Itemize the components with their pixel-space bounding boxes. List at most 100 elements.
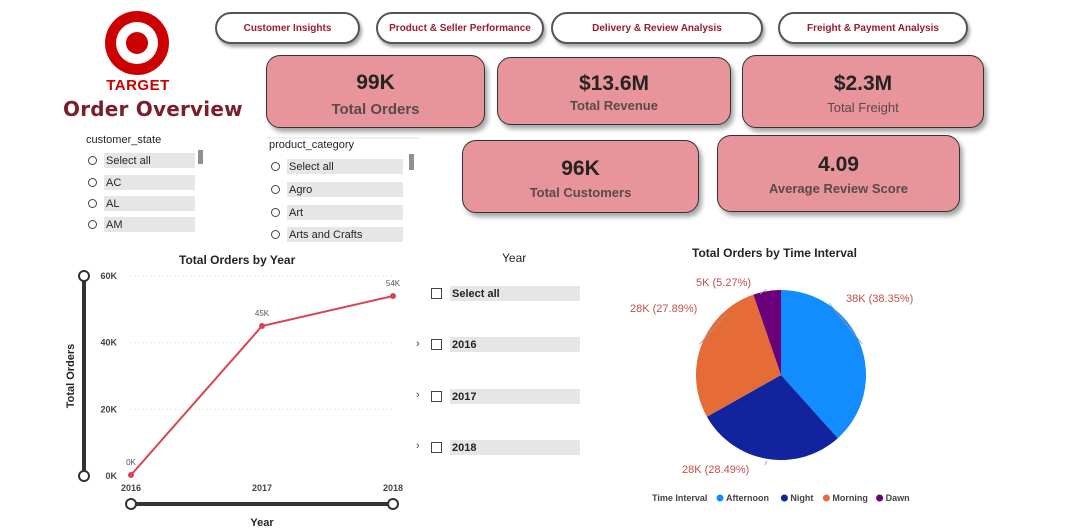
nav-freight-payment-button[interactable]: Freight & Payment Analysis xyxy=(778,12,968,44)
target-logo xyxy=(105,11,169,75)
data-label: 45K xyxy=(255,309,270,318)
customer-state-slicer-title: customer_state xyxy=(86,134,162,146)
slicer-option[interactable]: Select all xyxy=(88,153,195,168)
year-option-label: 2018 xyxy=(450,440,580,455)
kpi-label: Total Customers xyxy=(529,185,632,200)
slice-data-label: 28K (28.49%) xyxy=(682,464,749,476)
year-option-label: 2016 xyxy=(450,337,580,352)
kpi-total-orders: 99K Total Orders xyxy=(266,55,485,128)
slicer-option[interactable]: AC xyxy=(88,175,195,190)
year-option-label: Select all xyxy=(450,286,580,301)
kpi-average-review-score: 4.09 Average Review Score xyxy=(717,135,960,212)
legend-marker xyxy=(876,494,884,502)
y-tick-label: 40K xyxy=(100,338,117,348)
radio-button[interactable] xyxy=(271,230,280,239)
leader-line xyxy=(759,288,767,295)
kpi-label: Total Revenue xyxy=(570,98,658,113)
legend-entry: Afternoon xyxy=(726,493,769,503)
pie-chart: 38K (38.35%) 28K (28.49%) 28K (27.89%) 5K (… xyxy=(630,277,913,503)
slicer-option-label: Select all xyxy=(104,153,195,168)
slicer-option[interactable]: Arts and Crafts xyxy=(271,227,403,242)
slicer-option-label: Select all xyxy=(287,159,403,174)
nav-product-seller-button[interactable]: Product & Seller Performance xyxy=(376,12,544,44)
customer-state-scrollbar[interactable] xyxy=(198,150,203,164)
leader-line xyxy=(828,302,863,345)
slicer-option[interactable]: Art xyxy=(271,205,403,220)
x-slider-handle xyxy=(125,498,137,510)
y-tick-label: 0K xyxy=(105,471,117,481)
slicer-option[interactable]: AL xyxy=(88,196,195,211)
slicer-option[interactable]: AM xyxy=(88,217,195,232)
data-label: 54K xyxy=(386,279,401,288)
slicer-option[interactable]: Agro xyxy=(271,182,403,197)
data-point xyxy=(259,323,265,329)
radio-button[interactable] xyxy=(271,162,280,171)
kpi-total-revenue: $13.6M Total Revenue xyxy=(497,57,731,125)
kpi-value: $2.3M xyxy=(833,72,893,95)
slicer-option-label: Agro xyxy=(287,182,403,197)
legend-marker xyxy=(716,494,724,502)
radio-button[interactable] xyxy=(88,199,97,208)
slicer-option[interactable]: Select all xyxy=(271,159,403,174)
product-category-scrollbar[interactable] xyxy=(409,154,414,170)
pie-slice xyxy=(781,290,866,439)
legend-entry: Morning xyxy=(832,493,868,503)
checkbox[interactable] xyxy=(431,442,442,453)
checkbox[interactable] xyxy=(431,288,442,299)
nav-customer-insights-button[interactable]: Customer Insights xyxy=(215,12,360,44)
year-option-label: 2017 xyxy=(450,389,580,404)
kpi-value: $13.6M xyxy=(578,72,650,95)
legend-marker xyxy=(780,494,788,502)
y-tick-label: 60K xyxy=(100,271,117,281)
expand-chevron-icon[interactable]: › xyxy=(416,440,420,452)
year-option-2016[interactable]: 2016 xyxy=(431,337,580,352)
slicer-option-label: Arts and Crafts xyxy=(287,227,403,242)
radio-button[interactable] xyxy=(88,178,97,187)
legend-entry: Dawn xyxy=(886,493,910,503)
pie-slice xyxy=(706,375,838,460)
radio-button[interactable] xyxy=(88,220,97,229)
kpi-total-customers: 96K Total Customers xyxy=(462,140,699,213)
year-option-2018[interactable]: 2018 xyxy=(431,440,580,455)
legend-title: Time Interval xyxy=(652,493,707,503)
brand-name: TARGET xyxy=(106,77,170,94)
checkbox[interactable] xyxy=(431,391,442,402)
expand-chevron-icon[interactable]: › xyxy=(416,389,420,401)
product-category-slicer-title: product_category xyxy=(269,139,354,151)
nav-delivery-review-button[interactable]: Delivery & Review Analysis xyxy=(551,12,763,44)
pie-slice xyxy=(753,290,781,375)
slicer-option-label: AC xyxy=(104,175,195,190)
kpi-label: Total Orders xyxy=(331,101,420,118)
leader-line xyxy=(764,460,768,466)
series-line xyxy=(130,295,394,476)
expand-chevron-icon[interactable]: › xyxy=(416,338,420,350)
kpi-value: 99K xyxy=(356,71,395,94)
y-slider-handle xyxy=(78,270,90,282)
page-title: Order Overview xyxy=(63,97,243,121)
slicer-option-label: Art xyxy=(287,205,403,220)
slice-data-label: 38K (38.35%) xyxy=(846,293,913,305)
line-chart: 0K 20K 40K 60K 2016 2017 2018 Year Total Orders 0… xyxy=(65,270,403,528)
data-point xyxy=(390,293,396,299)
leader-line xyxy=(699,314,727,345)
x-tick-label: 2016 xyxy=(121,483,141,493)
kpi-total-freight: $2.3M Total Freight xyxy=(742,55,984,128)
radio-button[interactable] xyxy=(271,185,280,194)
year-option-2017[interactable]: 2017 xyxy=(431,389,580,404)
x-axis-label: Year xyxy=(250,517,274,528)
checkbox[interactable] xyxy=(431,339,442,350)
line-chart-title: Total Orders by Year xyxy=(179,253,296,267)
pie-chart-title: Total Orders by Time Interval xyxy=(692,246,857,260)
slicer-option-label: AM xyxy=(104,217,195,232)
y-slider-handle xyxy=(78,470,90,482)
x-tick-label: 2017 xyxy=(252,483,272,493)
radio-button[interactable] xyxy=(88,156,97,165)
legend-entry: Night xyxy=(790,493,813,503)
kpi-label: Average Review Score xyxy=(769,181,908,196)
slicer-option-label: AL xyxy=(104,196,195,211)
radio-button[interactable] xyxy=(271,208,280,217)
year-option-select-all[interactable]: Select all xyxy=(431,286,580,301)
x-tick-label: 2018 xyxy=(383,483,403,493)
slice-data-label: 28K (27.89%) xyxy=(630,303,697,315)
year-slicer-title: Year xyxy=(502,251,527,265)
